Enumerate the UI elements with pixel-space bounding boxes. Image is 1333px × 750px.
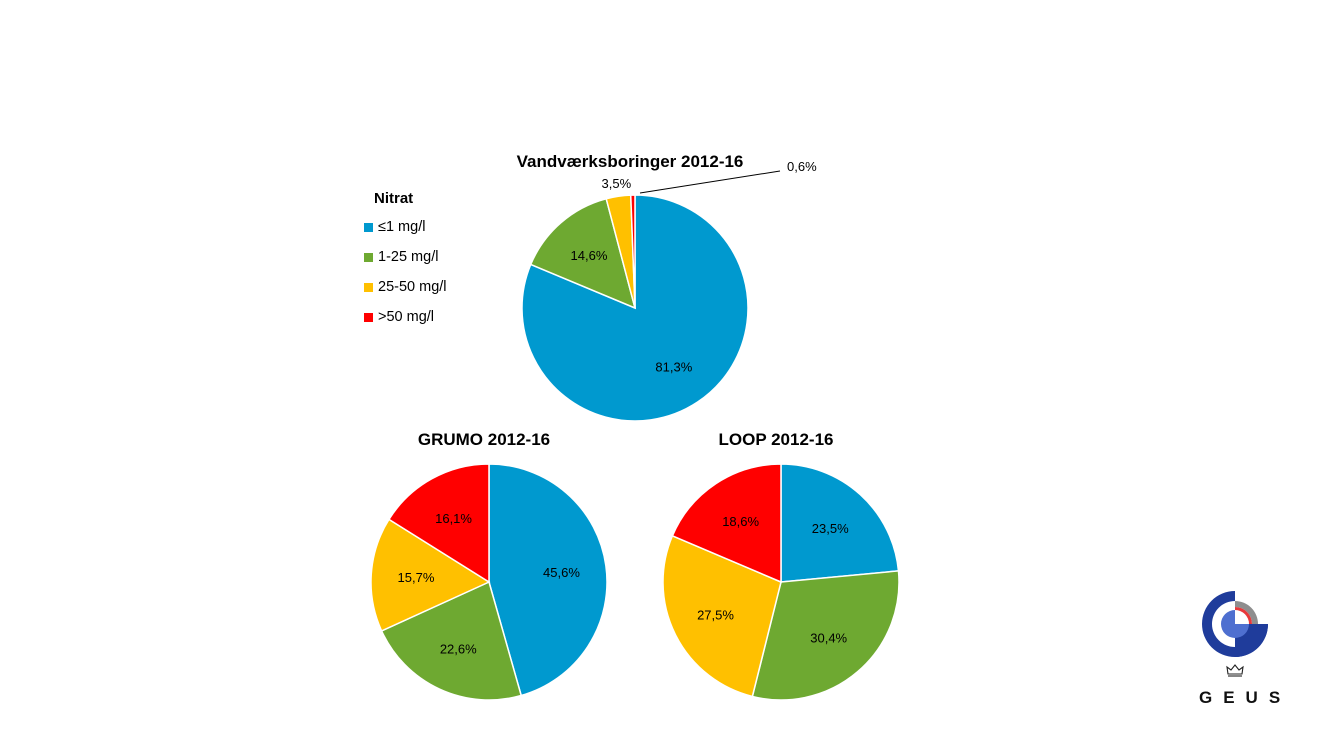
pie-slice-le1 xyxy=(780,463,900,583)
data-label: 23,5% xyxy=(812,521,849,536)
data-label: 16,1% xyxy=(435,511,472,526)
data-label: 18,6% xyxy=(722,514,759,529)
pie-chart-2: GRUMO 2012-16 45,6% 22,6% 15,7% 16,1% xyxy=(370,430,608,701)
legend-label: 25-50 mg/l xyxy=(378,279,447,295)
legend-swatch xyxy=(364,282,373,292)
pie-slice-1-25 xyxy=(751,570,900,701)
data-label: 0,6% xyxy=(787,159,817,174)
legend-label: 1-25 mg/l xyxy=(378,249,439,265)
data-label: 22,6% xyxy=(440,641,477,656)
pie-chart-1: Vandværksboringer 2012-16 81,3% 14,6% 3,5% 0… xyxy=(517,152,817,422)
pie-slice-gt50 xyxy=(629,194,636,309)
legend-label: ≤1 mg/l xyxy=(378,219,426,235)
legend-item-1-25: 1-25 mg/l xyxy=(364,242,447,272)
pie-slice-25-50 xyxy=(662,534,782,698)
data-label: 45,6% xyxy=(543,565,580,580)
legend-item-le1: ≤1 mg/l xyxy=(364,212,447,242)
chart-title: GRUMO 2012-16 xyxy=(418,430,550,449)
legend: Nitrat ≤1 mg/l 1-25 mg/l 25-50 mg/l >50 … xyxy=(364,190,447,332)
data-label: 30,4% xyxy=(810,630,847,645)
legend-swatch xyxy=(364,252,373,262)
label-leader-line xyxy=(639,170,781,194)
geus-logo: GEUS xyxy=(1188,590,1280,710)
pie-slice-le1 xyxy=(521,194,749,422)
legend-item-25-50: 25-50 mg/l xyxy=(364,272,447,302)
pie-slice-gt50 xyxy=(387,463,490,584)
pie-slice-le1 xyxy=(488,463,608,697)
legend-swatch xyxy=(364,222,373,232)
geus-crown-logo-icon xyxy=(1202,591,1268,677)
data-label: 3,5% xyxy=(602,176,632,191)
chart-title: Vandværksboringer 2012-16 xyxy=(517,152,744,171)
legend-label: >50 mg/l xyxy=(378,309,435,325)
chart-title: LOOP 2012-16 xyxy=(719,430,834,449)
pie-slice-25-50 xyxy=(370,518,491,632)
data-label: 14,6% xyxy=(571,248,608,263)
data-label: 15,7% xyxy=(398,570,435,585)
pie-slice-1-25 xyxy=(529,197,637,310)
geus-logo-text: GEUS xyxy=(1199,688,1292,707)
data-label: 27,5% xyxy=(697,608,734,623)
data-label: 81,3% xyxy=(655,359,692,374)
pie-slice-gt50 xyxy=(671,463,782,584)
legend-title: Nitrat xyxy=(374,190,414,207)
legend-item-gt50: >50 mg/l xyxy=(364,302,447,332)
pie-chart-3: LOOP 2012-16 23,5% 30,4% 27,5% 18,6% xyxy=(662,430,900,701)
pie-slice-1-25 xyxy=(380,580,523,701)
legend-swatch xyxy=(364,312,373,322)
